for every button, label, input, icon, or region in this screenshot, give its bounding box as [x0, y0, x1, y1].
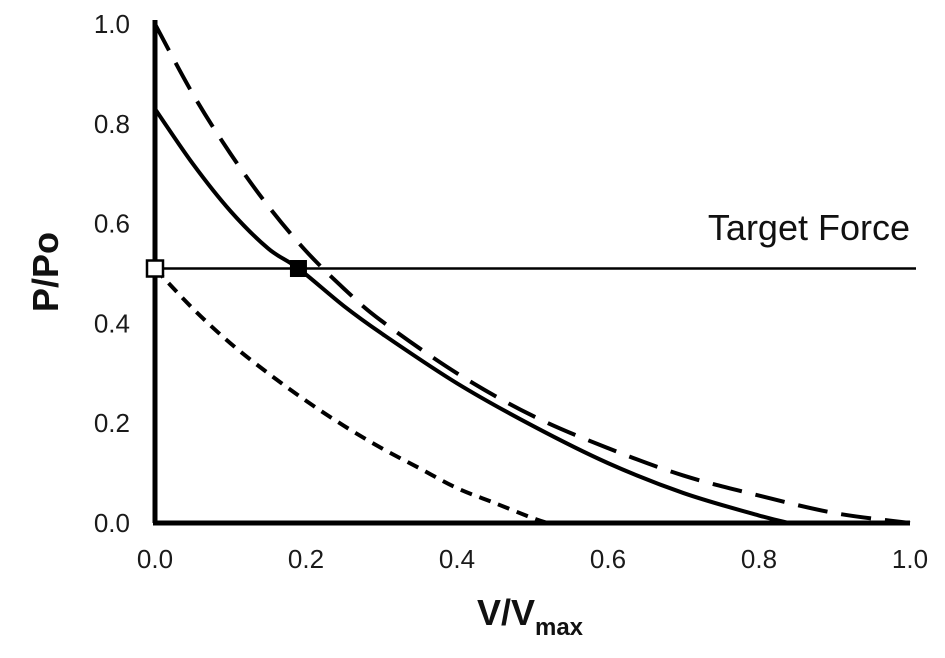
- series-short-dash-curve: [153, 267, 549, 525]
- filled-square-marker: [289, 260, 307, 278]
- x-tick-label: 0.0: [137, 544, 173, 574]
- y-axis-label: P/Po: [25, 232, 66, 312]
- y-tick-label: 0.8: [94, 109, 130, 139]
- target-force-annotation: Target Force: [708, 207, 910, 248]
- x-tick-label: 0.2: [288, 544, 324, 574]
- y-tick-label: 0.6: [94, 209, 130, 239]
- series-solid-curve: [153, 107, 790, 525]
- x-tick-label: 1.0: [892, 544, 928, 574]
- x-axis-label: V/Vmax: [477, 592, 584, 641]
- y-tick-label: 1.0: [94, 9, 130, 39]
- x-tick-label: 0.8: [741, 544, 777, 574]
- series-long-dash-curve: [153, 23, 911, 525]
- open-square-marker: [145, 259, 165, 278]
- x-axis-label-subscript: max: [535, 614, 584, 641]
- plot-area: 0.0 0.2 0.4 0.6 0.8 1.0 0.0 0.2 0.4 0.6 0.8 1.0: [94, 9, 928, 574]
- y-tick-label: 0.4: [94, 308, 130, 338]
- x-axis-label-main: V/V: [477, 592, 535, 633]
- y-tick-label: 0.2: [94, 408, 130, 438]
- y-tick-label: 0.0: [94, 508, 130, 538]
- x-tick-label: 0.6: [590, 544, 626, 574]
- x-tick-label: 0.4: [439, 544, 475, 574]
